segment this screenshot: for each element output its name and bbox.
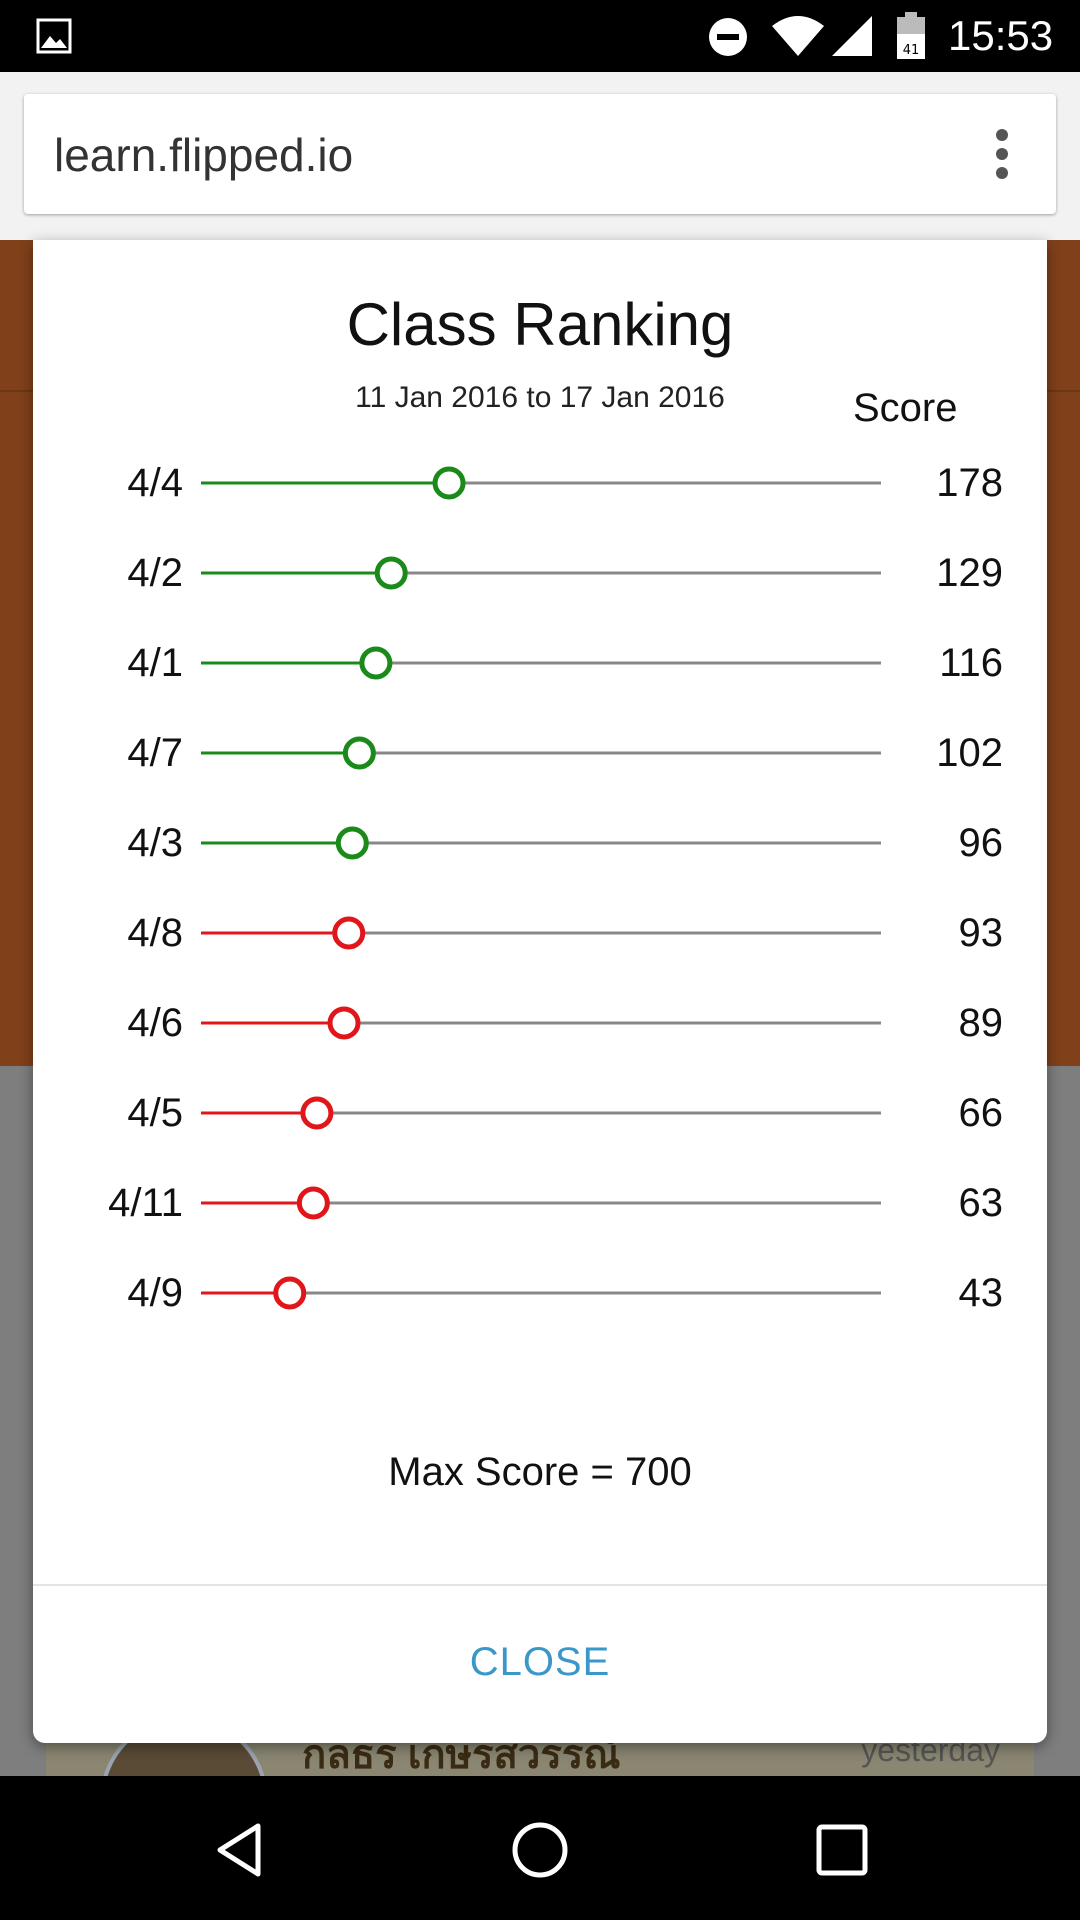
- score-marker: [332, 916, 366, 950]
- class-label: 4/3: [127, 821, 183, 865]
- class-label: 4/1: [127, 641, 183, 685]
- url-bar[interactable]: learn.flipped.io: [24, 94, 1056, 214]
- signal-icon: [832, 16, 872, 56]
- ranking-chart: 4/4 178 4/2 129 4/1 116 4/7 102 4/3 96 4/8 93 4/6 89 4…: [33, 240, 1047, 1390]
- ranking-row: 4/7 102: [33, 717, 1047, 789]
- score-marker: [342, 736, 376, 770]
- score-value: 96: [958, 821, 1004, 865]
- recents-icon[interactable]: [812, 1820, 872, 1880]
- ranking-row: 4/4 178: [33, 447, 1047, 519]
- ranking-row: 4/8 93: [33, 897, 1047, 969]
- class-label: 4/8: [127, 911, 183, 955]
- score-track: [201, 736, 881, 770]
- ranking-row: 4/2 129: [33, 537, 1047, 609]
- score-track: [201, 646, 881, 680]
- score-value: 63: [958, 1181, 1004, 1225]
- score-marker: [374, 556, 408, 590]
- ranking-row: 4/6 89: [33, 987, 1047, 1059]
- close-button[interactable]: CLOSE: [340, 1612, 740, 1712]
- class-label: 4/6: [127, 1001, 183, 1045]
- score-track: [201, 1096, 881, 1130]
- battery-level: 41: [903, 43, 920, 58]
- score-track: [201, 1006, 881, 1040]
- back-icon[interactable]: [210, 1820, 270, 1880]
- score-track: [201, 916, 881, 950]
- score-marker: [432, 466, 466, 500]
- ranking-row: 4/9 43: [33, 1257, 1047, 1329]
- class-label: 4/5: [127, 1091, 183, 1135]
- ranking-row: 4/1 116: [33, 627, 1047, 699]
- dialog-divider: [33, 1584, 1047, 1586]
- wifi-icon: [772, 16, 824, 56]
- ranking-row: 4/5 66: [33, 1077, 1047, 1149]
- navigation-bar: [0, 1776, 1080, 1920]
- class-label: 4/9: [127, 1271, 183, 1315]
- score-track: [201, 826, 881, 860]
- class-ranking-dialog: Class Ranking 11 Jan 2016 to 17 Jan 2016…: [33, 240, 1047, 1743]
- score-value: 102: [936, 731, 1003, 775]
- browser-toolbar: learn.flipped.io: [0, 72, 1080, 240]
- score-marker: [296, 1186, 330, 1220]
- score-column-header: Score: [853, 386, 958, 430]
- status-clock: 15:53: [948, 12, 1054, 59]
- date-range: 11 Jan 2016 to 17 Jan 2016: [355, 381, 725, 414]
- do-not-disturb-icon: [709, 18, 747, 56]
- dialog-title: Class Ranking: [346, 291, 734, 358]
- class-label: 4/4: [127, 461, 183, 505]
- max-score-label: Max Score = 700: [388, 1450, 692, 1494]
- score-track: [201, 466, 881, 500]
- url-text[interactable]: learn.flipped.io: [54, 129, 354, 181]
- gallery-icon: [36, 18, 72, 54]
- score-track: [201, 1186, 881, 1220]
- battery-icon: 41: [897, 12, 925, 59]
- score-value: 178: [936, 461, 1003, 505]
- ranking-row: 4/3 96: [33, 807, 1047, 879]
- ranking-row: 4/11 63: [33, 1167, 1047, 1239]
- score-marker: [335, 826, 369, 860]
- score-value: 43: [958, 1271, 1004, 1315]
- home-icon[interactable]: [510, 1820, 570, 1880]
- score-marker: [273, 1276, 307, 1310]
- score-marker: [327, 1006, 361, 1040]
- score-track: [201, 1276, 881, 1310]
- class-label: 4/2: [127, 551, 183, 595]
- score-value: 89: [958, 1001, 1004, 1045]
- more-vert-icon[interactable]: [994, 128, 1010, 180]
- score-marker: [359, 646, 393, 680]
- score-value: 93: [958, 911, 1004, 955]
- score-value: 66: [958, 1091, 1004, 1135]
- score-marker: [300, 1096, 334, 1130]
- score-value: 116: [939, 641, 1003, 685]
- status-bar: 41 15:53: [0, 0, 1080, 72]
- class-label: 4/7: [127, 731, 183, 775]
- class-label: 4/11: [108, 1181, 183, 1225]
- score-track: [201, 556, 881, 590]
- score-value: 129: [936, 551, 1003, 595]
